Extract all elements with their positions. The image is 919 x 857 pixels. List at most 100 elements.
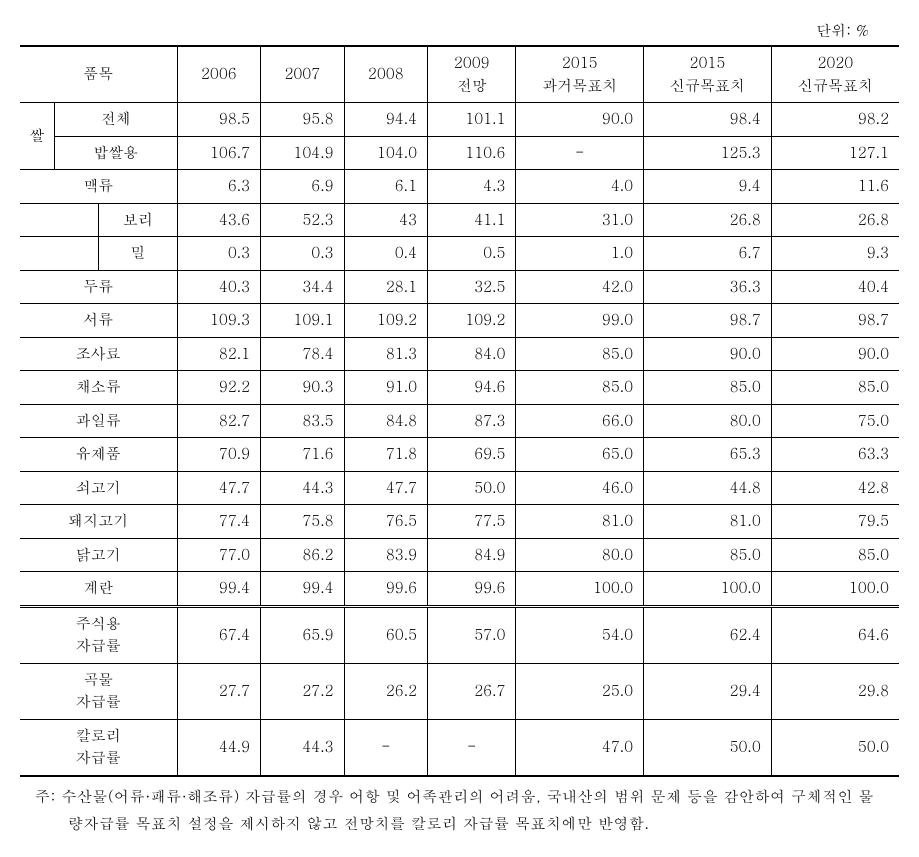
label-barley: 보리 xyxy=(99,203,178,237)
cell-value: 81.0 xyxy=(516,505,644,539)
cell-value: 91.0 xyxy=(344,371,427,405)
cell-value: 86.2 xyxy=(261,538,344,572)
label-rice-bap: 밥쌀용 xyxy=(54,136,177,170)
cell-value: 54.0 xyxy=(516,606,644,663)
cell-value: 65.9 xyxy=(261,606,344,663)
header-2015-new: 2015신규목표치 xyxy=(644,46,772,103)
cell-value: 69.5 xyxy=(428,438,516,472)
cell-value: 85.0 xyxy=(771,538,899,572)
cell-value: 40.3 xyxy=(177,270,260,304)
cell-value: 84.9 xyxy=(428,538,516,572)
row-barley-group: 맥류 6.3 6.9 6.1 4.3 4.0 9.4 11.6 xyxy=(20,170,899,204)
row-eggs: 계란 99.4 99.4 99.6 99.6 100.0 100.0 100.0 xyxy=(20,572,899,607)
cell-value: 1.0 xyxy=(516,237,644,271)
cell-value: 109.2 xyxy=(428,304,516,338)
cell-value: 100.0 xyxy=(516,572,644,607)
cell-value: 27.2 xyxy=(261,663,344,719)
cell-value: 9.3 xyxy=(771,237,899,271)
label-rice: 쌀 xyxy=(20,103,54,170)
header-2020: 2020신규목표치 xyxy=(771,46,899,103)
cell-value: 11.6 xyxy=(771,170,899,204)
cell-value: 4.0 xyxy=(516,170,644,204)
label-fruits: 과일류 xyxy=(20,404,177,438)
header-row: 품목 2006 2007 2008 2009전망 2015과거목표치 2015신… xyxy=(20,46,899,103)
label-pork: 돼지고기 xyxy=(20,505,177,539)
cell-value: 82.1 xyxy=(177,337,260,371)
cell-value: 43 xyxy=(344,203,427,237)
indent-cell xyxy=(20,237,99,271)
label-barley-group: 맥류 xyxy=(20,170,177,204)
cell-value: 85.0 xyxy=(516,337,644,371)
cell-value: 42.8 xyxy=(771,471,899,505)
header-2006: 2006 xyxy=(177,46,260,103)
cell-value: 57.0 xyxy=(428,606,516,663)
cell-value: 28.1 xyxy=(344,270,427,304)
cell-value: 90.0 xyxy=(644,337,772,371)
cell-value: 26.2 xyxy=(344,663,427,719)
cell-value: 98.2 xyxy=(771,103,899,137)
cell-value: 26.7 xyxy=(428,663,516,719)
cell-value: - xyxy=(516,136,644,170)
cell-value: 81.3 xyxy=(344,337,427,371)
cell-value: 98.5 xyxy=(177,103,260,137)
cell-value: 0.3 xyxy=(261,237,344,271)
cell-value: 99.6 xyxy=(428,572,516,607)
header-2009: 2009전망 xyxy=(428,46,516,103)
header-2008: 2008 xyxy=(344,46,427,103)
cell-value: 47.0 xyxy=(516,719,644,776)
cell-value: 67.4 xyxy=(177,606,260,663)
row-fruits: 과일류 82.7 83.5 84.8 87.3 66.0 80.0 75.0 xyxy=(20,404,899,438)
row-beans: 두류 40.3 34.4 28.1 32.5 42.0 36.3 40.4 xyxy=(20,270,899,304)
cell-value: 70.9 xyxy=(177,438,260,472)
cell-value: 83.5 xyxy=(261,404,344,438)
cell-value: 6.7 xyxy=(644,237,772,271)
label-tubers: 서류 xyxy=(20,304,177,338)
cell-value: 104.9 xyxy=(261,136,344,170)
cell-value: 44.3 xyxy=(261,471,344,505)
row-rice-bap: 밥쌀용 106.7 104.9 104.0 110.6 - 125.3 127.… xyxy=(20,136,899,170)
row-barley: 보리 43.6 52.3 43 41.1 31.0 26.8 26.8 xyxy=(20,203,899,237)
label-wheat: 밀 xyxy=(99,237,178,271)
cell-value: 85.0 xyxy=(516,371,644,405)
cell-value: 104.0 xyxy=(344,136,427,170)
cell-value: 50.0 xyxy=(428,471,516,505)
cell-value: 98.7 xyxy=(644,304,772,338)
label-chicken: 닭고기 xyxy=(20,538,177,572)
cell-value: 64.6 xyxy=(771,606,899,663)
cell-value: 81.0 xyxy=(644,505,772,539)
row-pork: 돼지고기 77.4 75.8 76.5 77.5 81.0 81.0 79.5 xyxy=(20,505,899,539)
cell-value: 98.4 xyxy=(644,103,772,137)
cell-value: 9.4 xyxy=(644,170,772,204)
cell-value: 92.2 xyxy=(177,371,260,405)
cell-value: 63.3 xyxy=(771,438,899,472)
cell-value: 98.7 xyxy=(771,304,899,338)
header-item: 품목 xyxy=(20,46,177,103)
cell-value: - xyxy=(344,719,427,776)
cell-value: 0.4 xyxy=(344,237,427,271)
label-forage: 조사료 xyxy=(20,337,177,371)
row-rice-total: 쌀 전체 98.5 95.8 94.4 101.1 90.0 98.4 98.2 xyxy=(20,103,899,137)
label-grain: 곡물자급률 xyxy=(20,663,177,719)
cell-value: 83.9 xyxy=(344,538,427,572)
cell-value: 85.0 xyxy=(644,371,772,405)
cell-value: 6.9 xyxy=(261,170,344,204)
cell-value: 34.4 xyxy=(261,270,344,304)
row-dairy: 유제품 70.9 71.6 71.8 69.5 65.0 65.3 63.3 xyxy=(20,438,899,472)
cell-value: 94.4 xyxy=(344,103,427,137)
cell-value: 43.6 xyxy=(177,203,260,237)
cell-value: 52.3 xyxy=(261,203,344,237)
cell-value: 75.8 xyxy=(261,505,344,539)
row-calorie: 칼로리자급률 44.9 44.3 - - 47.0 50.0 50.0 xyxy=(20,719,899,776)
row-wheat: 밀 0.3 0.3 0.4 0.5 1.0 6.7 9.3 xyxy=(20,237,899,271)
cell-value: 29.8 xyxy=(771,663,899,719)
cell-value: 78.4 xyxy=(261,337,344,371)
cell-value: 42.0 xyxy=(516,270,644,304)
cell-value: 77.5 xyxy=(428,505,516,539)
cell-value: 106.7 xyxy=(177,136,260,170)
cell-value: 127.1 xyxy=(771,136,899,170)
row-grain: 곡물자급률 27.7 27.2 26.2 26.7 25.0 29.4 29.8 xyxy=(20,663,899,719)
unit-label: 단위: % xyxy=(20,20,899,41)
cell-value: 32.5 xyxy=(428,270,516,304)
cell-value: 99.6 xyxy=(344,572,427,607)
cell-value: 44.9 xyxy=(177,719,260,776)
